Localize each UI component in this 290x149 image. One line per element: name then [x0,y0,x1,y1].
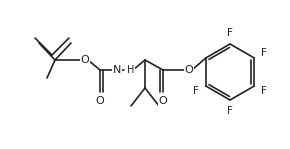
Text: F: F [227,28,233,38]
Text: F: F [227,106,233,116]
Text: H: H [127,65,134,75]
Text: F: F [193,87,199,97]
Text: O: O [96,96,104,106]
Text: N: N [113,65,121,75]
Text: O: O [81,55,89,65]
Text: O: O [159,96,167,106]
Text: F: F [261,87,267,97]
Text: O: O [185,65,193,75]
Text: F: F [261,48,267,58]
